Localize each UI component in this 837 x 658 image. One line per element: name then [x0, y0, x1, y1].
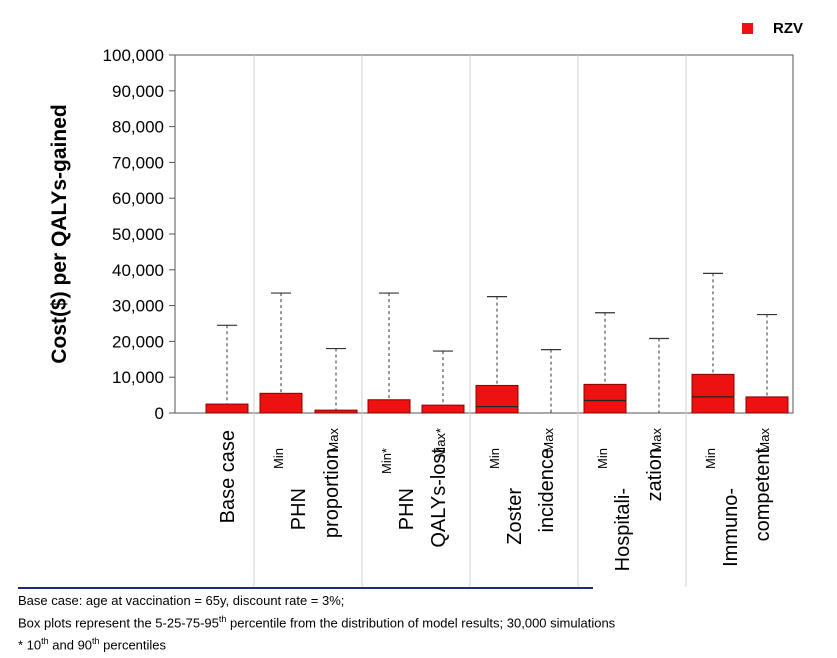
group-label-line2: incidence	[536, 448, 558, 533]
legend-swatch-rzv	[742, 23, 753, 34]
box-max-label: Max	[541, 428, 556, 453]
group-label-line1: Base case	[217, 430, 239, 523]
legend: RZV	[742, 20, 803, 37]
group-label-line1: PHN	[396, 488, 418, 530]
group-label-line1: Zoster	[504, 488, 526, 545]
y-tick-label: 40,000	[112, 261, 164, 280]
box-rzv	[205, 403, 249, 414]
box-rzv	[367, 399, 411, 414]
box-max-label: Max	[326, 428, 341, 453]
y-axis-label: Cost($) per QALYs-gained	[48, 104, 71, 364]
plot-frame	[174, 54, 794, 414]
group-label-line2: proportion	[321, 448, 343, 538]
box-min-label: Min	[703, 448, 718, 469]
box-min-label: Min	[487, 448, 502, 469]
group-label-line2: competent	[752, 448, 774, 542]
y-tick-label: 70,000	[112, 153, 164, 172]
box-min-label: Min*	[379, 448, 394, 474]
group-label-line2: QALYs-lost	[428, 448, 450, 548]
group-label-line1: Immuno-	[720, 488, 742, 567]
y-tick-label: 100,000	[103, 46, 164, 65]
y-tick-label: 0	[155, 404, 164, 423]
box-max-label: Max	[649, 428, 664, 453]
footnote-percentiles: * 10th and 90th percentiles	[18, 636, 167, 653]
box-rzv	[745, 396, 789, 414]
y-tick-label: 10,000	[112, 368, 164, 387]
box-rzv	[475, 384, 519, 414]
box-max-label: Max	[757, 428, 772, 453]
group-label-line1: PHN	[288, 488, 310, 530]
y-tick-label: 20,000	[112, 332, 164, 351]
legend-label-rzv: RZV	[773, 20, 803, 37]
y-tick-label: 90,000	[112, 82, 164, 101]
footnote-base-case: Base case: age at vaccination = 65y, dis…	[18, 593, 345, 608]
box-rzv	[583, 383, 627, 414]
box-rzv	[691, 373, 735, 414]
y-tick-label: 50,000	[112, 225, 164, 244]
box-rzv	[259, 392, 303, 414]
box-max-label: Max*	[433, 428, 448, 458]
box-rzv	[421, 404, 465, 414]
footnote-divider	[18, 587, 593, 589]
y-tick-label: 60,000	[112, 189, 164, 208]
footnote-box-definition: Box plots represent the 5-25-75-95th per…	[18, 614, 616, 631]
footnotes: Base case: age at vaccination = 65y, dis…	[18, 592, 615, 655]
box-rzv	[314, 409, 358, 414]
box-min-label: Min	[271, 448, 286, 469]
group-label-line1: Hospitali-	[612, 488, 634, 571]
y-tick-label: 80,000	[112, 118, 164, 137]
box-min-label: Min	[595, 448, 610, 469]
group-label-line2: zation	[644, 448, 666, 501]
y-tick-label: 30,000	[112, 297, 164, 316]
